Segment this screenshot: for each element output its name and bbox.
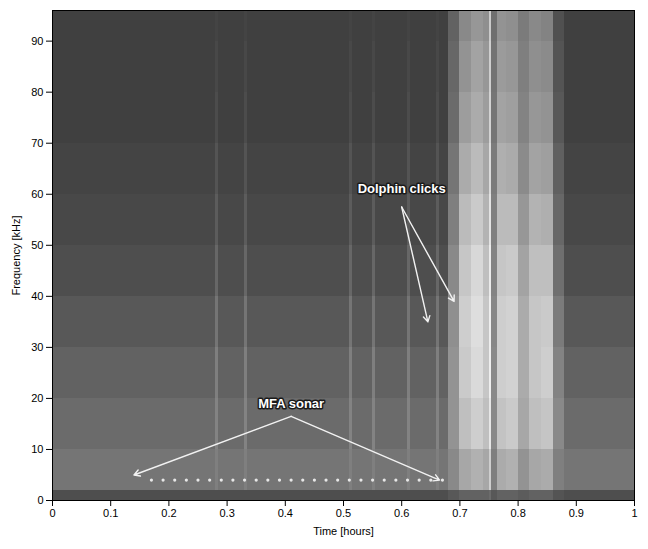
svg-text:0.9: 0.9 xyxy=(569,507,584,519)
svg-text:Dolphin clicks: Dolphin clicks xyxy=(358,181,446,196)
svg-text:50: 50 xyxy=(31,239,43,251)
svg-text:1: 1 xyxy=(631,507,637,519)
svg-text:40: 40 xyxy=(31,290,43,302)
svg-text:60: 60 xyxy=(31,188,43,200)
svg-text:70: 70 xyxy=(31,137,43,149)
svg-text:0: 0 xyxy=(49,507,55,519)
svg-text:20: 20 xyxy=(31,392,43,404)
svg-text:0.6: 0.6 xyxy=(394,507,409,519)
svg-text:90: 90 xyxy=(31,35,43,47)
svg-text:10: 10 xyxy=(31,443,43,455)
svg-text:30: 30 xyxy=(31,341,43,353)
svg-text:0.7: 0.7 xyxy=(452,507,467,519)
svg-text:80: 80 xyxy=(31,86,43,98)
svg-text:Time [hours]: Time [hours] xyxy=(313,525,374,537)
svg-text:0.4: 0.4 xyxy=(278,507,293,519)
svg-text:0.8: 0.8 xyxy=(510,507,525,519)
svg-text:0.2: 0.2 xyxy=(161,507,176,519)
svg-text:Frequency [kHz]: Frequency [kHz] xyxy=(10,215,22,295)
svg-text:0: 0 xyxy=(37,494,43,506)
svg-text:0.5: 0.5 xyxy=(336,507,351,519)
svg-text:0.1: 0.1 xyxy=(103,507,118,519)
svg-text:MFA sonar: MFA sonar xyxy=(258,396,324,411)
svg-text:0.3: 0.3 xyxy=(219,507,234,519)
